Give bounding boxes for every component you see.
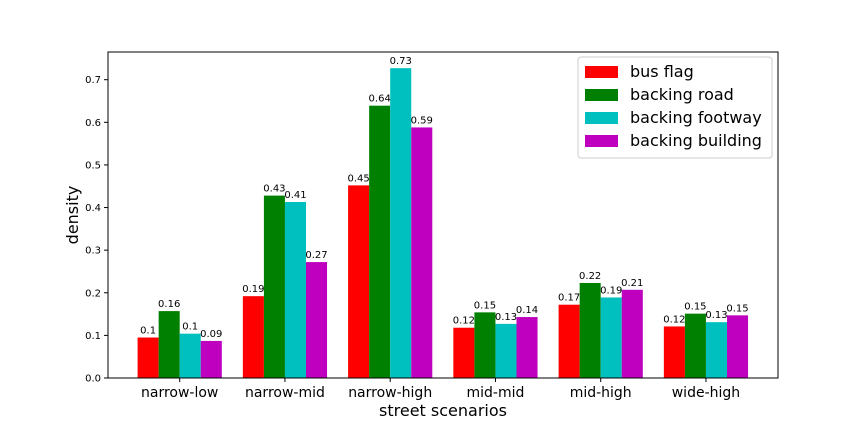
data-label: 0.1 xyxy=(182,322,198,333)
y-tick-label: 0.1 xyxy=(85,331,101,342)
bar xyxy=(579,282,601,378)
bar xyxy=(200,340,222,378)
legend-label: backing building xyxy=(630,131,762,150)
x-axis: narrow-low narrow-mid narrow-high mid-mid mi… xyxy=(141,378,740,401)
x-tick-label: narrow-mid xyxy=(245,385,325,401)
x-tick-label: mid-high xyxy=(570,385,632,401)
bar xyxy=(179,333,201,378)
data-label: 0.1 xyxy=(140,326,156,337)
bar xyxy=(621,289,643,378)
legend-swatch xyxy=(585,66,618,78)
bar xyxy=(242,296,264,378)
bar xyxy=(411,127,433,379)
bar xyxy=(705,322,727,378)
bar xyxy=(663,326,685,378)
y-axis-title: density xyxy=(63,186,82,245)
data-label: 0.17 xyxy=(558,293,580,304)
data-label: 0.27 xyxy=(305,250,327,261)
data-label: 0.22 xyxy=(579,271,601,282)
data-label: 0.14 xyxy=(516,305,538,316)
legend: bus flag backing road backing footway backi… xyxy=(577,56,773,159)
data-label: 0.21 xyxy=(621,278,643,289)
y-tick-label: 0.7 xyxy=(85,75,101,86)
data-label: 0.16 xyxy=(158,299,180,310)
bar xyxy=(600,297,622,378)
data-label: 0.19 xyxy=(242,284,264,295)
data-label: 0.73 xyxy=(390,56,412,67)
data-label: 0.12 xyxy=(663,314,685,325)
bar xyxy=(306,262,328,378)
y-tick-label: 0.3 xyxy=(85,246,101,257)
legend-label: backing footway xyxy=(630,108,762,127)
y-tick-label: 0.0 xyxy=(85,374,101,385)
data-label: 0.19 xyxy=(600,285,622,296)
legend-swatch xyxy=(585,112,618,124)
legend-label: backing road xyxy=(630,85,734,104)
x-tick-label: narrow-high xyxy=(348,385,432,401)
legend-swatch xyxy=(585,135,618,147)
x-tick-label: mid-mid xyxy=(467,385,525,401)
data-label: 0.15 xyxy=(474,300,496,311)
y-tick-label: 0.4 xyxy=(85,203,101,214)
data-label: 0.45 xyxy=(347,173,369,184)
bar xyxy=(263,195,285,378)
bar xyxy=(684,313,706,378)
plot-frame xyxy=(107,51,779,379)
bar xyxy=(495,323,517,378)
y-tick-label: 0.2 xyxy=(85,288,101,299)
bar xyxy=(516,317,538,378)
x-axis-title: street scenarios xyxy=(379,401,507,420)
bar xyxy=(390,68,412,378)
data-label: 0.43 xyxy=(263,184,285,195)
data-label: 0.09 xyxy=(200,329,222,340)
legend-label: bus flag xyxy=(630,62,694,81)
data-label: 0.64 xyxy=(369,94,391,105)
y-tick-label: 0.5 xyxy=(85,160,101,171)
x-tick-label: wide-high xyxy=(672,385,740,401)
data-label: 0.41 xyxy=(284,190,306,201)
x-tick-label: narrow-low xyxy=(141,385,218,401)
legend-swatch xyxy=(585,89,618,101)
data-labels-group: 0.10.190.450.120.170.120.160.430.640.150… xyxy=(140,56,748,340)
data-label: 0.15 xyxy=(684,302,706,313)
data-label: 0.12 xyxy=(453,316,475,327)
data-label: 0.15 xyxy=(726,303,748,314)
bar xyxy=(558,304,580,378)
bar xyxy=(453,327,475,378)
data-label: 0.13 xyxy=(495,312,517,323)
data-label: 0.59 xyxy=(411,115,433,126)
y-tick-label: 0.6 xyxy=(85,118,101,129)
bar xyxy=(474,312,496,378)
data-label: 0.13 xyxy=(705,310,727,321)
y-axis: 0.0 0.1 0.2 0.3 0.4 0.5 0.6 0.7 xyxy=(85,75,108,385)
bar xyxy=(137,337,159,378)
bar xyxy=(369,105,391,378)
bar xyxy=(158,311,180,378)
bar xyxy=(284,202,306,378)
legend-box xyxy=(577,56,773,159)
bars-group xyxy=(137,68,749,379)
bar xyxy=(348,185,370,378)
bar xyxy=(727,315,749,378)
